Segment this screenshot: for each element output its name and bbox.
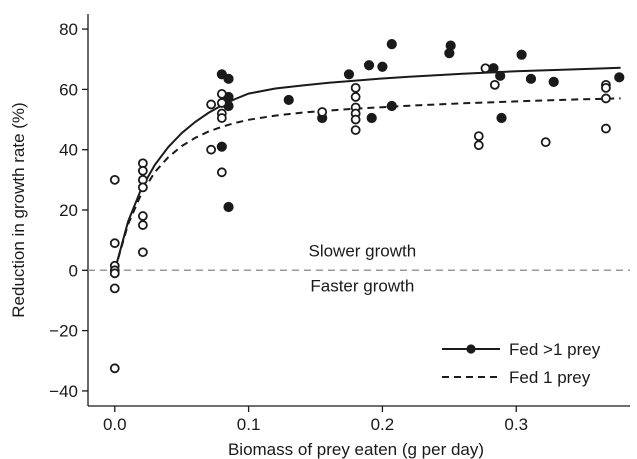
y-tick-label: −20 [49, 322, 78, 341]
point-fed-one-prey [109, 283, 120, 294]
point-fed-one-prey [137, 220, 148, 230]
x-tick-label: 0.2 [371, 415, 395, 434]
point-fed-more-than-one-prey [496, 112, 507, 124]
point-fed-one-prey [137, 182, 148, 193]
point-fed-one-prey [480, 63, 491, 74]
x-axis-title: Biomass of prey eaten (g per day) [228, 440, 484, 459]
point-fed-one-prey [206, 144, 217, 155]
point-fed-more-than-one-prey [386, 100, 397, 112]
point-fed-more-than-one-prey [377, 61, 388, 72]
fit-line-fed-one-prey [113, 97, 621, 271]
point-fed-one-prey [216, 89, 227, 99]
point-fed-more-than-one-prey [525, 73, 537, 84]
point-fed-more-than-one-prey [366, 112, 377, 124]
y-tick-label: 80 [59, 20, 78, 39]
point-fed-one-prey [350, 92, 361, 102]
point-fed-one-prey [137, 211, 148, 221]
legend-marker [466, 344, 476, 354]
point-fed-one-prey [350, 125, 361, 135]
point-fed-one-prey [350, 114, 361, 125]
point-fed-more-than-one-prey [614, 72, 625, 83]
y-axis-title: Reduction in growth rate (%) [9, 102, 28, 317]
annotation-label: Faster growth [310, 276, 414, 295]
point-fed-more-than-one-prey [386, 39, 397, 50]
y-tick-label: 0 [69, 261, 78, 280]
point-fed-more-than-one-prey [516, 49, 527, 60]
legend-label: Fed 1 prey [509, 368, 591, 387]
point-fed-one-prey [540, 137, 551, 148]
point-fed-one-prey [109, 268, 120, 279]
point-fed-one-prey [109, 174, 120, 185]
y-tick-label: −40 [49, 382, 78, 401]
point-fed-one-prey [216, 98, 227, 108]
point-fed-more-than-one-prey [548, 76, 559, 87]
y-tick-label: 60 [59, 80, 78, 99]
point-fed-one-prey [489, 79, 500, 90]
point-fed-more-than-one-prey [445, 40, 456, 51]
point-fed-one-prey [216, 113, 227, 123]
legend: Fed >1 prey Fed 1 prey [442, 340, 601, 387]
point-fed-one-prey [216, 167, 227, 178]
point-fed-one-prey [473, 131, 484, 142]
legend-label: Fed >1 prey [509, 340, 601, 359]
y-tick-label: 40 [59, 141, 78, 160]
point-fed-more-than-one-prey [363, 60, 375, 71]
point-fed-more-than-one-prey [223, 73, 234, 84]
fit-line-fed-more-than-one-prey [113, 66, 621, 271]
data-points [109, 39, 625, 374]
point-fed-one-prey [317, 107, 328, 117]
y-tick-label: 20 [59, 201, 78, 220]
point-fed-more-than-one-prey [283, 94, 294, 106]
x-tick-label: 0.3 [504, 415, 528, 434]
annotation-label: Slower growth [308, 242, 416, 261]
annotations: Slower growth Faster growth [308, 242, 416, 296]
point-fed-one-prey [601, 82, 611, 93]
point-fed-one-prey [350, 82, 361, 93]
point-fed-more-than-one-prey [343, 69, 355, 80]
x-ticks: 0.0 0.1 0.2 0.3 [103, 406, 528, 434]
point-fed-one-prey [601, 93, 611, 104]
x-tick-label: 0.1 [237, 415, 261, 434]
x-tick-label: 0.0 [103, 415, 127, 434]
point-fed-one-prey [137, 165, 148, 176]
y-ticks: −40 −20 0 20 40 60 80 [49, 20, 88, 401]
point-fed-one-prey [206, 99, 217, 110]
point-fed-more-than-one-prey [223, 201, 234, 213]
point-fed-one-prey [473, 140, 484, 151]
point-fed-one-prey [137, 247, 148, 258]
point-fed-one-prey [109, 238, 120, 249]
point-fed-more-than-one-prey [216, 141, 227, 152]
point-fed-one-prey [109, 363, 120, 374]
point-fed-more-than-one-prey [495, 70, 506, 81]
point-fed-one-prey [601, 123, 611, 134]
